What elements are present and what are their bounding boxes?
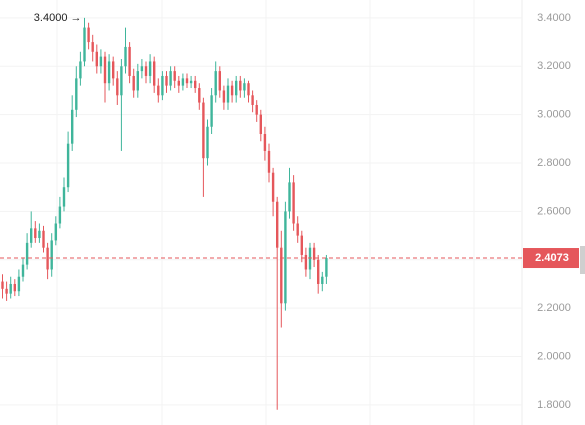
candle-body bbox=[38, 230, 41, 239]
candle-body bbox=[181, 78, 185, 86]
candle-body bbox=[198, 88, 201, 103]
candle-body bbox=[71, 109, 74, 144]
candle-body bbox=[120, 66, 123, 96]
candle-body bbox=[140, 66, 144, 72]
y-tick-label: 3.4000 bbox=[537, 12, 571, 24]
candle-body bbox=[177, 80, 180, 86]
candle-body bbox=[148, 61, 152, 76]
candle-body bbox=[103, 56, 107, 84]
candle-body bbox=[243, 83, 246, 91]
candle-body bbox=[5, 288, 8, 294]
candle-body bbox=[21, 264, 25, 277]
candle-body bbox=[189, 80, 193, 84]
candle-body bbox=[259, 114, 262, 135]
candle-body bbox=[116, 78, 119, 96]
candle-body bbox=[206, 126, 209, 159]
y-tick-label: 3.0000 bbox=[537, 109, 571, 121]
y-tick-label: 1.8000 bbox=[537, 399, 571, 411]
candle-body bbox=[251, 95, 254, 105]
candle-body bbox=[46, 247, 49, 270]
y-tick-label: 3.2000 bbox=[537, 60, 571, 72]
candle-body bbox=[300, 235, 303, 255]
candle-body bbox=[112, 61, 115, 79]
candle-body bbox=[30, 228, 33, 243]
y-tick-label: 2.0000 bbox=[537, 350, 571, 362]
candle-body bbox=[280, 247, 283, 304]
candle-body bbox=[292, 182, 295, 224]
candle-body bbox=[230, 85, 234, 96]
candle-body bbox=[247, 83, 250, 96]
candle-body bbox=[79, 61, 82, 79]
candle-body bbox=[267, 150, 271, 173]
candle-body bbox=[99, 56, 103, 67]
candle-body bbox=[54, 223, 57, 241]
candle-body bbox=[9, 283, 12, 294]
candle-body bbox=[42, 230, 45, 248]
candle-body bbox=[1, 281, 4, 289]
candle-body bbox=[239, 80, 242, 91]
candle-body bbox=[226, 85, 230, 103]
candle-body bbox=[13, 283, 16, 292]
candle-body bbox=[107, 61, 111, 84]
candle-body bbox=[312, 247, 316, 260]
candle-body bbox=[222, 90, 226, 103]
candle-body bbox=[325, 258, 328, 277]
candle-body bbox=[321, 276, 324, 284]
candle-body bbox=[284, 211, 287, 304]
candle-body bbox=[157, 85, 160, 96]
candle-body bbox=[75, 78, 78, 110]
y-tick-label: 2.6000 bbox=[537, 205, 571, 217]
candle-body bbox=[66, 143, 70, 188]
candle-body bbox=[255, 104, 258, 115]
candle-body bbox=[296, 223, 299, 236]
candle-body bbox=[235, 80, 238, 96]
candle-body bbox=[210, 95, 213, 127]
candle-body bbox=[124, 46, 127, 67]
y-tick-label: 2.8000 bbox=[537, 157, 571, 169]
max-annotation: 3.4000 → bbox=[34, 12, 82, 24]
candle-body bbox=[144, 66, 148, 76]
candle-body bbox=[83, 27, 86, 62]
candle-body bbox=[308, 247, 312, 270]
candle-body bbox=[165, 75, 168, 86]
last-price-box bbox=[523, 248, 579, 269]
candle-body bbox=[161, 75, 164, 96]
y-tick-label: 2.2000 bbox=[537, 302, 571, 314]
candle-body bbox=[62, 187, 66, 207]
candle-body bbox=[263, 134, 267, 151]
candle-body bbox=[87, 27, 90, 43]
vertical-grid bbox=[56, 0, 475, 425]
candle-body bbox=[276, 201, 279, 248]
candle-body bbox=[214, 71, 217, 96]
candle-body bbox=[25, 242, 29, 265]
candle-body bbox=[132, 75, 135, 91]
candle-body bbox=[153, 61, 156, 86]
candle-body bbox=[17, 276, 21, 292]
candle-body bbox=[169, 71, 172, 86]
candle-body bbox=[95, 51, 98, 67]
candle-body bbox=[218, 71, 221, 91]
candle-body bbox=[202, 102, 205, 159]
candle-body bbox=[288, 182, 291, 212]
candle-body bbox=[136, 71, 139, 91]
candle-body bbox=[317, 259, 320, 284]
candle-body bbox=[185, 78, 189, 84]
candle-body bbox=[58, 206, 62, 224]
scroll-handle bbox=[580, 246, 585, 274]
candle-body bbox=[91, 42, 94, 52]
candle-body bbox=[271, 172, 275, 202]
candle-body bbox=[34, 228, 37, 239]
candle-body bbox=[128, 46, 131, 76]
candle-body bbox=[194, 80, 197, 89]
candle-body bbox=[50, 240, 53, 270]
last-price-label: 2.4073 bbox=[535, 252, 569, 264]
candle-body bbox=[173, 71, 176, 81]
candle-body bbox=[304, 254, 308, 270]
